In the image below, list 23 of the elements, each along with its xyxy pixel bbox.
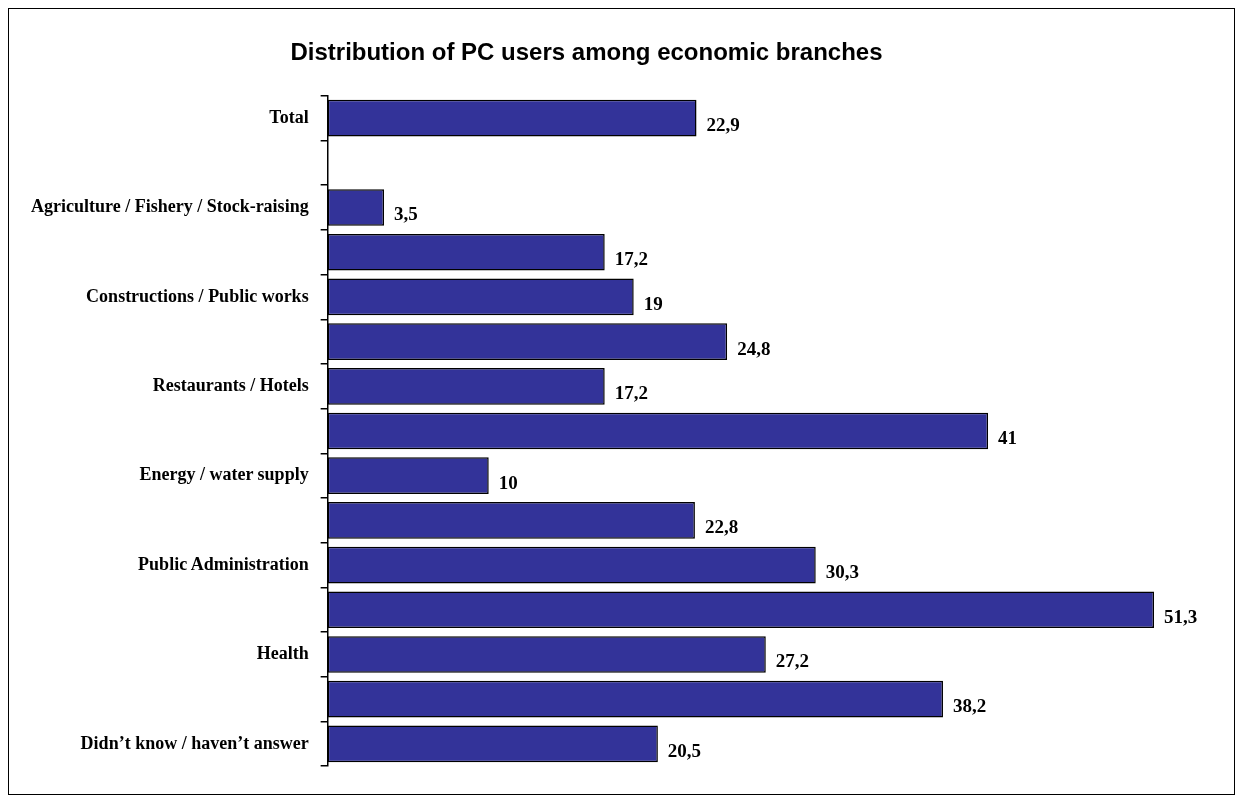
data-label: 27,2 [775, 650, 810, 672]
data-label: 24,8 [737, 337, 771, 359]
y-tick-label: Agriculture / Fishery / Stock-raising [30, 196, 309, 217]
y-tick-label: Total [269, 106, 309, 127]
data-label: 38,2 [952, 695, 987, 717]
data-label: 17,2 [614, 382, 648, 404]
data-label: 17,2 [614, 248, 648, 270]
data-label: 20,5 [667, 739, 702, 761]
y-tick-label: Didn’t know / haven’t answer [80, 732, 309, 753]
data-label: 22,9 [706, 114, 740, 136]
data-label: 22,8 [704, 516, 739, 538]
data-label: 3,5 [394, 203, 418, 225]
y-tick-label: Health [256, 643, 309, 664]
y-tick-label: Constructions / Public works [86, 285, 309, 306]
data-label: 19 [643, 292, 663, 314]
data-label: 41 [998, 426, 1018, 448]
y-tick-label: Restaurants / Hotels [152, 374, 309, 395]
data-label: 51,3 [1164, 605, 1198, 627]
y-tick-label: Energy / water supply [139, 464, 309, 485]
y-tick-label: Public Administration [138, 553, 309, 574]
data-label: 30,3 [825, 560, 859, 582]
data-label: 10 [498, 471, 518, 493]
chart-title: Distribution of PC users among economic branches [290, 38, 883, 66]
